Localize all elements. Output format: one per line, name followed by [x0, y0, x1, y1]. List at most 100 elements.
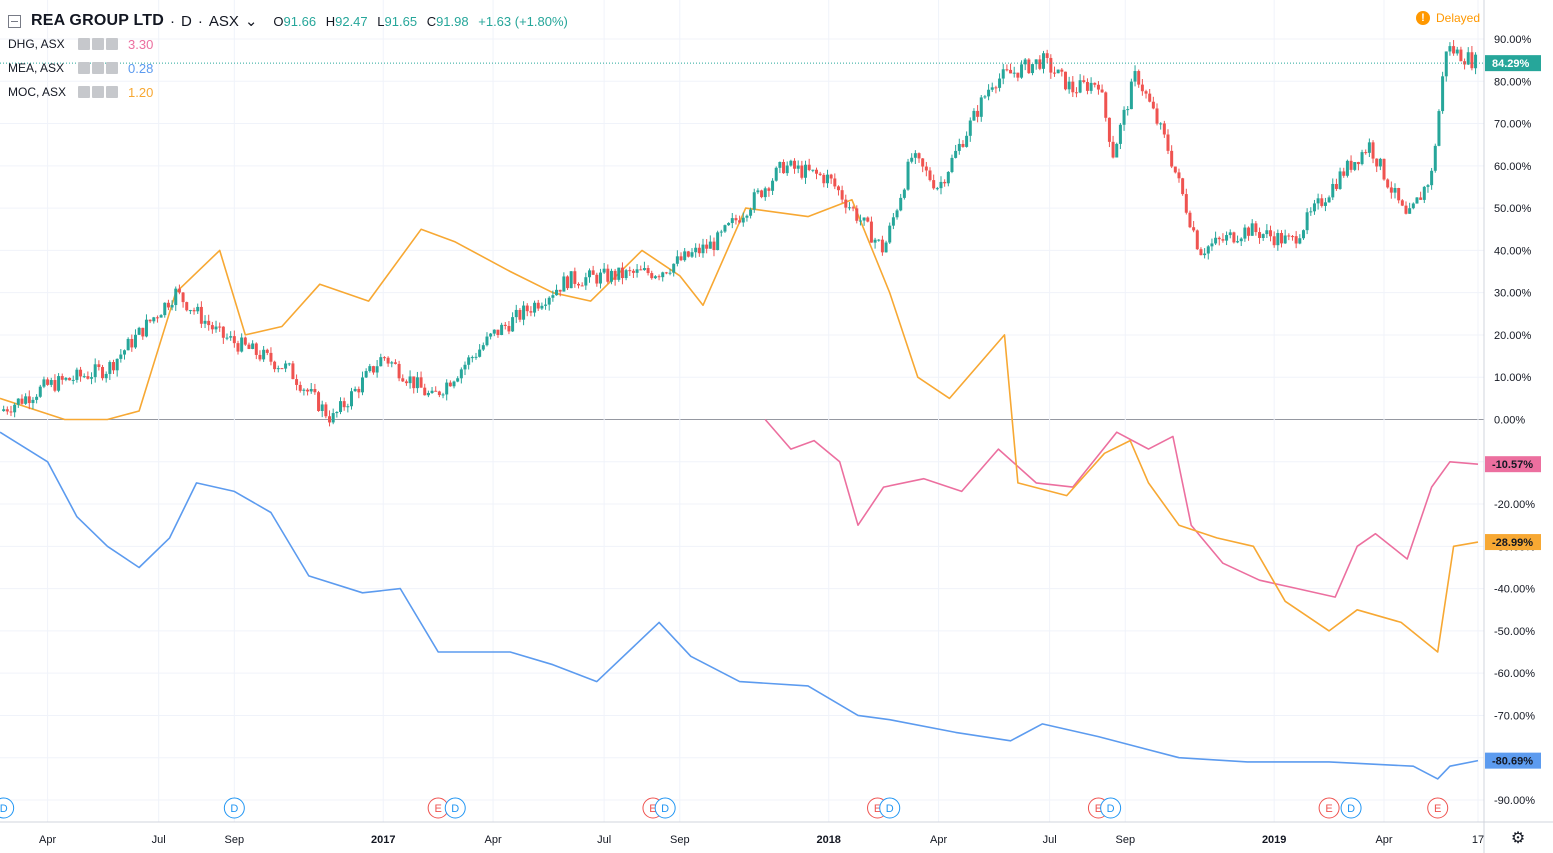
- candle-body: [1320, 198, 1324, 206]
- candle-body: [306, 389, 310, 392]
- candle-body: [518, 309, 522, 320]
- earnings-marker: [1427, 797, 1449, 819]
- candle-body: [240, 337, 244, 352]
- x-tick-label: Sep: [225, 834, 245, 846]
- x-tick-label: 2019: [1262, 834, 1286, 846]
- last-value-badge: [1485, 534, 1541, 551]
- candle-body: [1195, 230, 1199, 250]
- exchange-label[interactable]: ASX: [208, 12, 239, 30]
- candle-body: [331, 413, 335, 423]
- last-value-badge: [1485, 55, 1541, 72]
- open-value: 91.66: [283, 13, 317, 29]
- candle-body: [24, 396, 28, 404]
- candle-body: [335, 412, 339, 414]
- candle-body: [1415, 197, 1419, 204]
- candle-body: [686, 251, 690, 257]
- candle-body: [35, 396, 39, 400]
- candle-body: [719, 231, 723, 233]
- close-icon[interactable]: [106, 86, 118, 98]
- candle-body: [987, 89, 991, 97]
- candle-body: [1294, 236, 1298, 244]
- candle-body: [1133, 71, 1137, 82]
- candle-body: [122, 350, 126, 355]
- gear-icon[interactable]: ⚙: [1510, 830, 1526, 847]
- eye-icon[interactable]: [78, 86, 90, 98]
- dividend-marker: [1100, 797, 1122, 819]
- candle-body: [177, 288, 181, 293]
- candle-body: [1301, 230, 1305, 239]
- y-tick-label: -50.00%: [1494, 626, 1535, 638]
- chevron-down-icon[interactable]: ⌄: [244, 13, 258, 30]
- symbol-title[interactable]: REA GROUP LTD: [31, 12, 164, 29]
- delayed-badge[interactable]: ! Delayed: [1416, 11, 1480, 25]
- candle-body: [1115, 143, 1119, 158]
- candle-body: [1045, 53, 1049, 58]
- candle-body: [1349, 160, 1353, 170]
- compare-row-moc[interactable]: MOC, ASX 1.20: [8, 80, 568, 104]
- candle-body: [166, 302, 170, 308]
- candle-body: [137, 327, 141, 335]
- candle-body: [485, 336, 489, 346]
- separator-dot: ·: [197, 12, 203, 30]
- eye-icon[interactable]: [78, 38, 90, 50]
- candle-body: [1173, 166, 1177, 173]
- eye-icon[interactable]: [78, 62, 90, 74]
- candle-body: [1323, 202, 1327, 206]
- gear-icon[interactable]: [92, 86, 104, 98]
- candle-body: [342, 401, 346, 408]
- candle-body: [679, 256, 683, 261]
- interval-label[interactable]: D: [180, 12, 192, 30]
- candle-body: [877, 239, 881, 241]
- gear-icon[interactable]: [92, 62, 104, 74]
- candle-body: [152, 317, 156, 322]
- candle-body: [346, 406, 350, 408]
- compare-name[interactable]: DHG, ASX: [8, 37, 65, 51]
- candle-body: [90, 377, 94, 379]
- candle-body: [950, 157, 954, 172]
- candle-body: [1159, 123, 1163, 125]
- candle-body: [82, 376, 86, 378]
- compare-row-dhg[interactable]: DHG, ASX 3.30: [8, 32, 568, 56]
- dividend-marker: [879, 797, 901, 819]
- candle-body: [661, 272, 665, 278]
- compare-name[interactable]: MEA, ASX: [8, 61, 65, 75]
- candle-body: [130, 338, 134, 348]
- candle-body: [789, 160, 793, 166]
- candle-body: [1371, 142, 1375, 159]
- candle-body: [606, 268, 610, 282]
- event-marker-label: D: [661, 803, 669, 815]
- candle-body: [390, 362, 394, 364]
- candle-body: [818, 173, 822, 175]
- change-value: +1.63 (+1.80%): [478, 13, 568, 29]
- candle-body: [1444, 51, 1448, 77]
- candle-body: [1247, 227, 1251, 236]
- close-icon[interactable]: [106, 38, 118, 50]
- candle-body: [1100, 89, 1104, 93]
- gear-icon[interactable]: [92, 38, 104, 50]
- collapse-legend-icon[interactable]: [8, 14, 21, 28]
- candle-body: [639, 269, 643, 271]
- candle-body: [174, 288, 178, 306]
- compare-name[interactable]: MOC, ASX: [8, 85, 67, 99]
- candle-body: [284, 363, 288, 369]
- candle-body: [214, 326, 218, 330]
- candle-body: [1452, 46, 1456, 54]
- candle-body: [254, 343, 258, 355]
- close-label: C: [426, 13, 437, 29]
- candle-body: [1422, 186, 1426, 200]
- candle-body: [474, 356, 478, 358]
- candle-body: [126, 338, 130, 351]
- candle-body: [360, 377, 364, 393]
- y-tick-label: 0.00%: [1494, 415, 1525, 427]
- candle-body: [771, 180, 775, 191]
- close-icon[interactable]: [106, 62, 118, 74]
- compare-row-mea[interactable]: MEA, ASX 0.28: [8, 56, 568, 80]
- candle-body: [1027, 59, 1031, 74]
- candle-body: [624, 270, 628, 279]
- candle-body: [104, 373, 108, 379]
- candle-body: [1404, 205, 1408, 214]
- candle-body: [598, 272, 602, 284]
- candle-body: [1441, 76, 1445, 112]
